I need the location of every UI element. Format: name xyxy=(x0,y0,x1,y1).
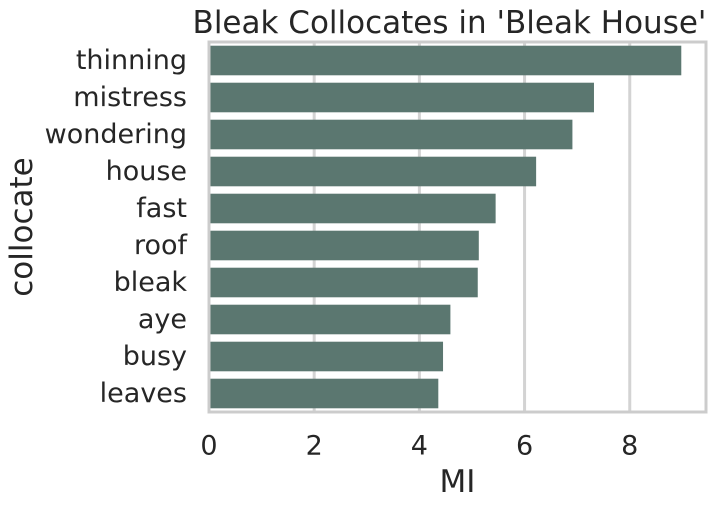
x-tick-label: 8 xyxy=(621,431,638,462)
bar-aye xyxy=(209,304,451,335)
bar-wondering xyxy=(209,119,573,150)
y-tick-label: fast xyxy=(136,193,187,224)
y-tick-label: thinning xyxy=(76,45,187,76)
plot-frame xyxy=(207,40,708,414)
y-tick-label: leaves xyxy=(100,378,187,409)
y-tick-label: mistress xyxy=(73,82,187,113)
x-tick-label: 6 xyxy=(516,431,533,462)
bar-busy xyxy=(209,341,444,372)
x-tick-label: 2 xyxy=(306,431,323,462)
y-tick-label: bleak xyxy=(114,267,188,298)
y-axis-label: collocate xyxy=(4,157,40,296)
bar-mistress xyxy=(209,82,594,113)
x-axis-label: MI xyxy=(440,464,476,500)
y-tick-labels: thinning mistress wondering house fast roof bl… xyxy=(45,45,189,409)
y-tick-label: house xyxy=(106,156,187,187)
x-tick-labels: 0 2 4 6 8 xyxy=(200,431,638,462)
y-tick-label: wondering xyxy=(45,119,187,150)
bar-leaves xyxy=(209,378,439,409)
bar-house xyxy=(209,156,537,187)
x-tick-label: 4 xyxy=(411,431,428,462)
bar-bleak xyxy=(209,267,478,298)
bar-fast xyxy=(209,193,496,224)
y-tick-label: aye xyxy=(138,304,187,335)
chart-title: Bleak Collocates in 'Bleak House' xyxy=(193,5,707,41)
y-tick-label: roof xyxy=(134,230,189,261)
y-tick-label: busy xyxy=(123,341,187,372)
bar-roof xyxy=(209,230,479,261)
bars xyxy=(209,45,682,409)
bar-thinning xyxy=(209,45,682,76)
x-tick-label: 0 xyxy=(200,431,217,462)
